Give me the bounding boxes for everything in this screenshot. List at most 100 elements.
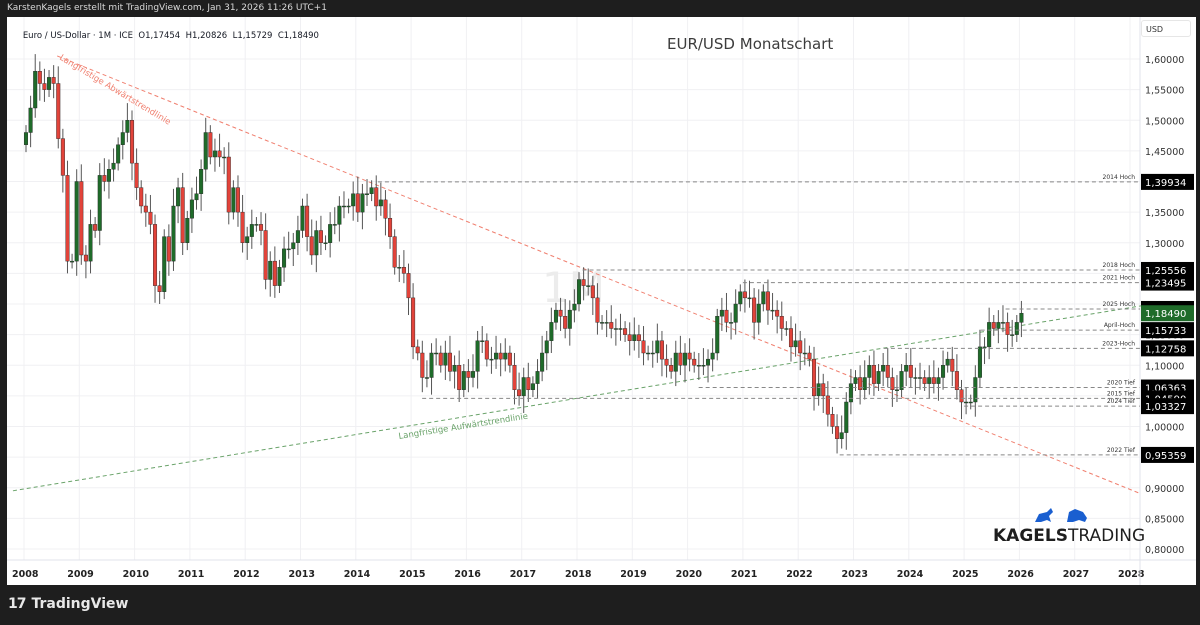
bull-bear-icon xyxy=(1035,508,1087,522)
price-tick: 1,50000 xyxy=(1145,116,1184,127)
candle xyxy=(991,322,996,329)
level-label: 2021 Hoch xyxy=(1103,275,1136,282)
symbol-legend[interactable]: Euro / US-Dollar · 1M · ICE O1,17454 H1,… xyxy=(12,21,319,51)
candle xyxy=(890,377,895,390)
candle xyxy=(613,328,618,330)
tradingview-logo-icon: 17 xyxy=(8,596,27,612)
year-tick: 2023 xyxy=(842,569,868,580)
level-label: 2018 Hoch xyxy=(1103,262,1136,269)
candle xyxy=(503,352,508,360)
svg-text:1,25556: 1,25556 xyxy=(1145,266,1186,277)
candle xyxy=(931,377,936,384)
svg-text:0,95359: 0,95359 xyxy=(1145,451,1186,462)
candle xyxy=(148,211,153,225)
svg-text:1,12758: 1,12758 xyxy=(1145,344,1186,355)
candle xyxy=(894,389,899,391)
candle xyxy=(577,279,582,305)
candle xyxy=(411,297,416,348)
candle xyxy=(747,297,752,300)
candle xyxy=(28,107,33,133)
candle xyxy=(208,132,213,158)
candle xyxy=(738,291,743,305)
candle xyxy=(1014,322,1019,335)
ohlc-open: O1,17454 xyxy=(138,31,181,41)
candle xyxy=(392,236,397,268)
candle xyxy=(443,352,448,366)
candle xyxy=(116,144,121,164)
candle xyxy=(830,414,835,427)
candle xyxy=(756,303,761,323)
candle xyxy=(277,267,282,286)
candle xyxy=(79,181,84,256)
candle xyxy=(742,291,747,299)
price-tick: 1,10000 xyxy=(1145,361,1184,372)
candle xyxy=(125,120,130,133)
candle xyxy=(24,132,29,145)
candle xyxy=(922,377,927,384)
candle xyxy=(641,340,646,354)
candle xyxy=(627,334,632,341)
year-tick: 2013 xyxy=(289,569,315,580)
candle xyxy=(567,309,572,329)
candle xyxy=(199,169,204,194)
candle xyxy=(696,365,701,367)
candle xyxy=(908,365,913,378)
candle xyxy=(51,77,56,84)
candle xyxy=(424,377,429,379)
year-tick: 2026 xyxy=(1007,569,1034,580)
candle xyxy=(74,181,79,262)
level-label: 2020 Tief xyxy=(1107,380,1136,387)
candle xyxy=(305,205,310,237)
candle xyxy=(858,377,863,390)
candle xyxy=(93,224,98,231)
candle xyxy=(180,187,185,243)
candle xyxy=(429,352,434,378)
candle xyxy=(701,365,706,367)
chart-title: EUR/USD Monatschart xyxy=(667,35,834,53)
candle xyxy=(590,285,595,299)
candle xyxy=(231,187,236,213)
candle xyxy=(885,365,890,378)
price-tick: 1,30000 xyxy=(1145,239,1184,250)
svg-text:1,23495: 1,23495 xyxy=(1145,279,1186,290)
candle xyxy=(37,71,42,84)
candle xyxy=(189,199,194,219)
candle xyxy=(899,371,904,390)
candle xyxy=(904,365,909,372)
candle xyxy=(70,260,75,263)
currency-label[interactable]: USD xyxy=(1141,20,1191,37)
candle xyxy=(798,340,803,354)
candle xyxy=(839,432,844,439)
candle xyxy=(434,352,439,355)
candle xyxy=(471,371,476,378)
candle xyxy=(240,211,245,243)
chart-frame[interactable]: 1,600001,550001,500001,450001,400001,350… xyxy=(7,17,1196,585)
candle xyxy=(447,352,452,372)
candle xyxy=(171,205,176,262)
candle xyxy=(825,395,830,415)
chart-canvas[interactable]: 1,600001,550001,500001,450001,400001,350… xyxy=(7,17,1196,585)
svg-text:1,18490: 1,18490 xyxy=(1145,309,1186,320)
candle xyxy=(162,236,167,292)
candle xyxy=(97,175,102,231)
candle xyxy=(475,340,480,372)
downtrend-line xyxy=(56,55,1142,495)
price-tag xyxy=(1141,340,1194,357)
candle xyxy=(927,377,932,384)
svg-text:1,15733: 1,15733 xyxy=(1145,326,1186,337)
price-tick: 0,90000 xyxy=(1145,484,1184,495)
candle xyxy=(549,322,554,341)
candle xyxy=(678,352,683,366)
tradingview-footer[interactable]: 17 TradingView xyxy=(8,596,128,612)
candle xyxy=(60,138,65,176)
candle xyxy=(1010,334,1015,336)
candle xyxy=(282,248,287,268)
year-tick: 2022 xyxy=(786,569,812,580)
candle xyxy=(710,352,715,360)
candle xyxy=(102,175,107,182)
candle xyxy=(655,340,660,354)
year-tick: 2018 xyxy=(565,569,592,580)
candle xyxy=(807,352,812,360)
level-label: April-Hoch xyxy=(1104,322,1135,329)
candle xyxy=(120,132,125,145)
